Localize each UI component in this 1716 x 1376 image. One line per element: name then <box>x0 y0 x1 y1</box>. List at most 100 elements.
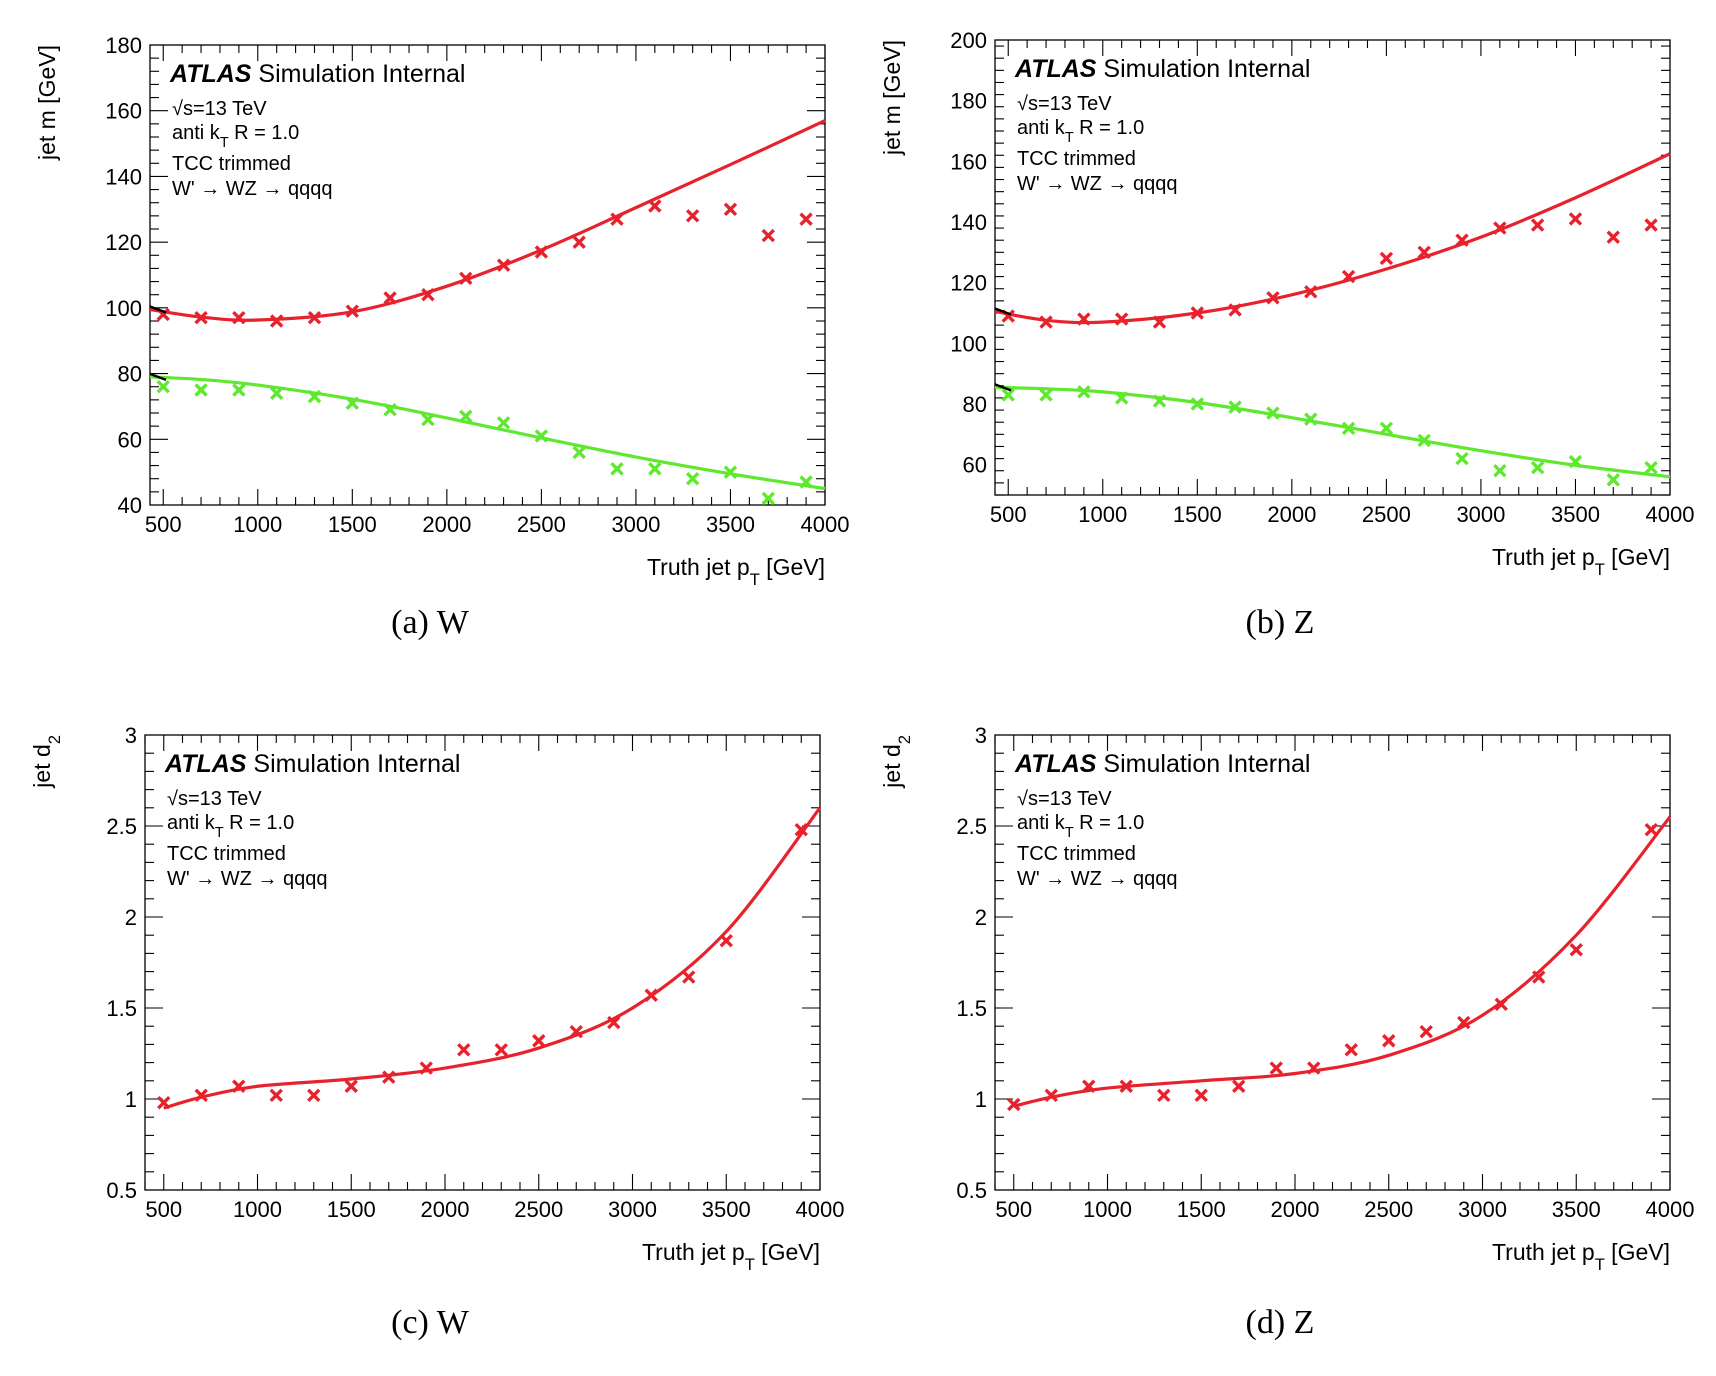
data-point-stroke <box>1568 454 1583 469</box>
data-point-stroke <box>572 235 586 249</box>
data-point <box>345 304 360 318</box>
data-point-stroke <box>1190 306 1205 320</box>
data-point <box>157 1095 171 1110</box>
x-tick-label: 2000 <box>1271 1197 1320 1222</box>
data-point <box>1455 451 1469 466</box>
data-point-stroke <box>1419 1024 1433 1039</box>
info-line: W' → WZ → qqqq <box>167 868 328 890</box>
panel-caption: (c) W <box>391 1304 470 1341</box>
x-tick-label: 3500 <box>1552 1197 1601 1222</box>
data-point-stroke <box>685 472 700 486</box>
fit-curve <box>994 385 1671 479</box>
data-point <box>648 462 662 476</box>
data-point-stroke <box>194 311 208 325</box>
y-tick-label: 0.5 <box>106 1178 137 1203</box>
info-line: anti kT R = 1.0 <box>1017 812 1144 841</box>
data-point-stroke <box>345 304 360 318</box>
info-line: anti kT R = 1.0 <box>1017 117 1144 146</box>
data-point <box>534 245 549 259</box>
data-point <box>1077 312 1091 326</box>
data-point <box>1114 312 1129 326</box>
data-point <box>1190 397 1205 411</box>
data-point-stroke <box>194 383 208 397</box>
data-point <box>761 228 775 243</box>
y-tick-label: 1 <box>125 1087 137 1112</box>
data-point <box>1532 970 1546 984</box>
info-line: anti kT R = 1.0 <box>167 812 294 841</box>
data-point-stroke <box>1266 406 1280 420</box>
data-point <box>1001 388 1015 402</box>
chart-panel-d: 500 1000 1500 2000 2500 3000 3500 4000 0.5 1 1.5 2 2… <box>879 723 1694 1341</box>
data-point-stroke <box>1494 997 1508 1012</box>
data-point <box>1494 997 1508 1012</box>
y-tick-label: 2.5 <box>106 814 137 839</box>
y-axis-label: jet m [GeV] <box>34 45 60 161</box>
data-point <box>719 933 733 948</box>
data-point <box>1194 1088 1208 1103</box>
data-point-stroke <box>1606 473 1620 487</box>
data-point <box>685 472 700 486</box>
data-point-stroke <box>682 970 696 984</box>
x-tick-label: 4000 <box>1646 1197 1695 1222</box>
fit-start-mark <box>994 307 1012 316</box>
info-line: TCC trimmed <box>1017 843 1136 865</box>
data-point <box>156 380 170 394</box>
y-tick-label: 1.5 <box>956 996 987 1021</box>
data-point <box>1341 421 1356 435</box>
data-point-stroke <box>269 386 284 400</box>
info-line: W' → WZ → qqqq <box>1017 868 1178 890</box>
data-point <box>232 383 246 397</box>
panel-caption: (d) Z <box>1246 1304 1315 1341</box>
data-point <box>1082 1079 1096 1093</box>
data-point <box>607 1015 621 1030</box>
data-point-stroke <box>157 1095 171 1110</box>
data-point-stroke <box>1001 388 1015 402</box>
data-point-stroke <box>156 380 170 394</box>
data-point-stroke <box>532 1034 546 1048</box>
data-point-stroke <box>232 383 246 397</box>
data-point-stroke <box>421 412 435 427</box>
y-axis-label: jet d2 <box>879 735 914 789</box>
y-tick-label: 60 <box>118 427 142 452</box>
data-point <box>459 271 473 285</box>
x-axis-label: Truth jet pT [GeV] <box>1492 544 1670 579</box>
data-point-stroke <box>1417 433 1431 448</box>
plot-frame <box>149 44 826 506</box>
x-tick-label: 1500 <box>1177 1197 1226 1222</box>
x-tick-label: 1000 <box>233 1197 282 1222</box>
data-point-stroke <box>1232 1079 1246 1093</box>
x-tick-label: 500 <box>145 512 182 537</box>
info-line: TCC trimmed <box>172 153 291 175</box>
data-point-stroke <box>761 228 775 243</box>
x-tick-label: 3000 <box>1456 502 1505 527</box>
x-tick-label: 2000 <box>422 512 471 537</box>
data-point <box>1266 406 1280 420</box>
info-line: anti kT R = 1.0 <box>172 122 299 151</box>
chart-panel-a: 500 1000 1500 2000 2500 3000 3500 4000 40 60 80 100… <box>34 33 849 641</box>
data-point-stroke <box>685 209 700 223</box>
y-tick-label: 80 <box>963 392 987 417</box>
data-point <box>569 1024 583 1039</box>
y-tick-label: 200 <box>950 28 987 53</box>
info-line: TCC trimmed <box>1017 148 1136 170</box>
data-point <box>532 1034 546 1048</box>
x-tick-label: 1000 <box>1078 502 1127 527</box>
x-tick-label: 1500 <box>327 1197 376 1222</box>
data-point-stroke <box>648 199 662 213</box>
x-tick-label: 500 <box>145 1197 182 1222</box>
data-point <box>383 291 397 305</box>
y-tick-label: 100 <box>105 296 142 321</box>
data-point <box>1304 285 1318 299</box>
data-point <box>496 258 511 272</box>
chart-panel-c: 500 1000 1500 2000 2500 3000 3500 4000 0.5 1 1.5 2 2… <box>29 723 844 1341</box>
y-tick-label: 160 <box>950 149 987 174</box>
data-point <box>1568 454 1583 469</box>
y-tick-label: 160 <box>105 99 142 124</box>
data-point-stroke <box>1606 230 1620 244</box>
data-point-stroke <box>269 314 284 328</box>
info-line: √s=13 TeV <box>172 98 267 120</box>
data-point-stroke <box>232 311 246 325</box>
data-point <box>1307 1061 1321 1075</box>
data-point <box>1644 460 1658 475</box>
data-point <box>799 212 813 226</box>
